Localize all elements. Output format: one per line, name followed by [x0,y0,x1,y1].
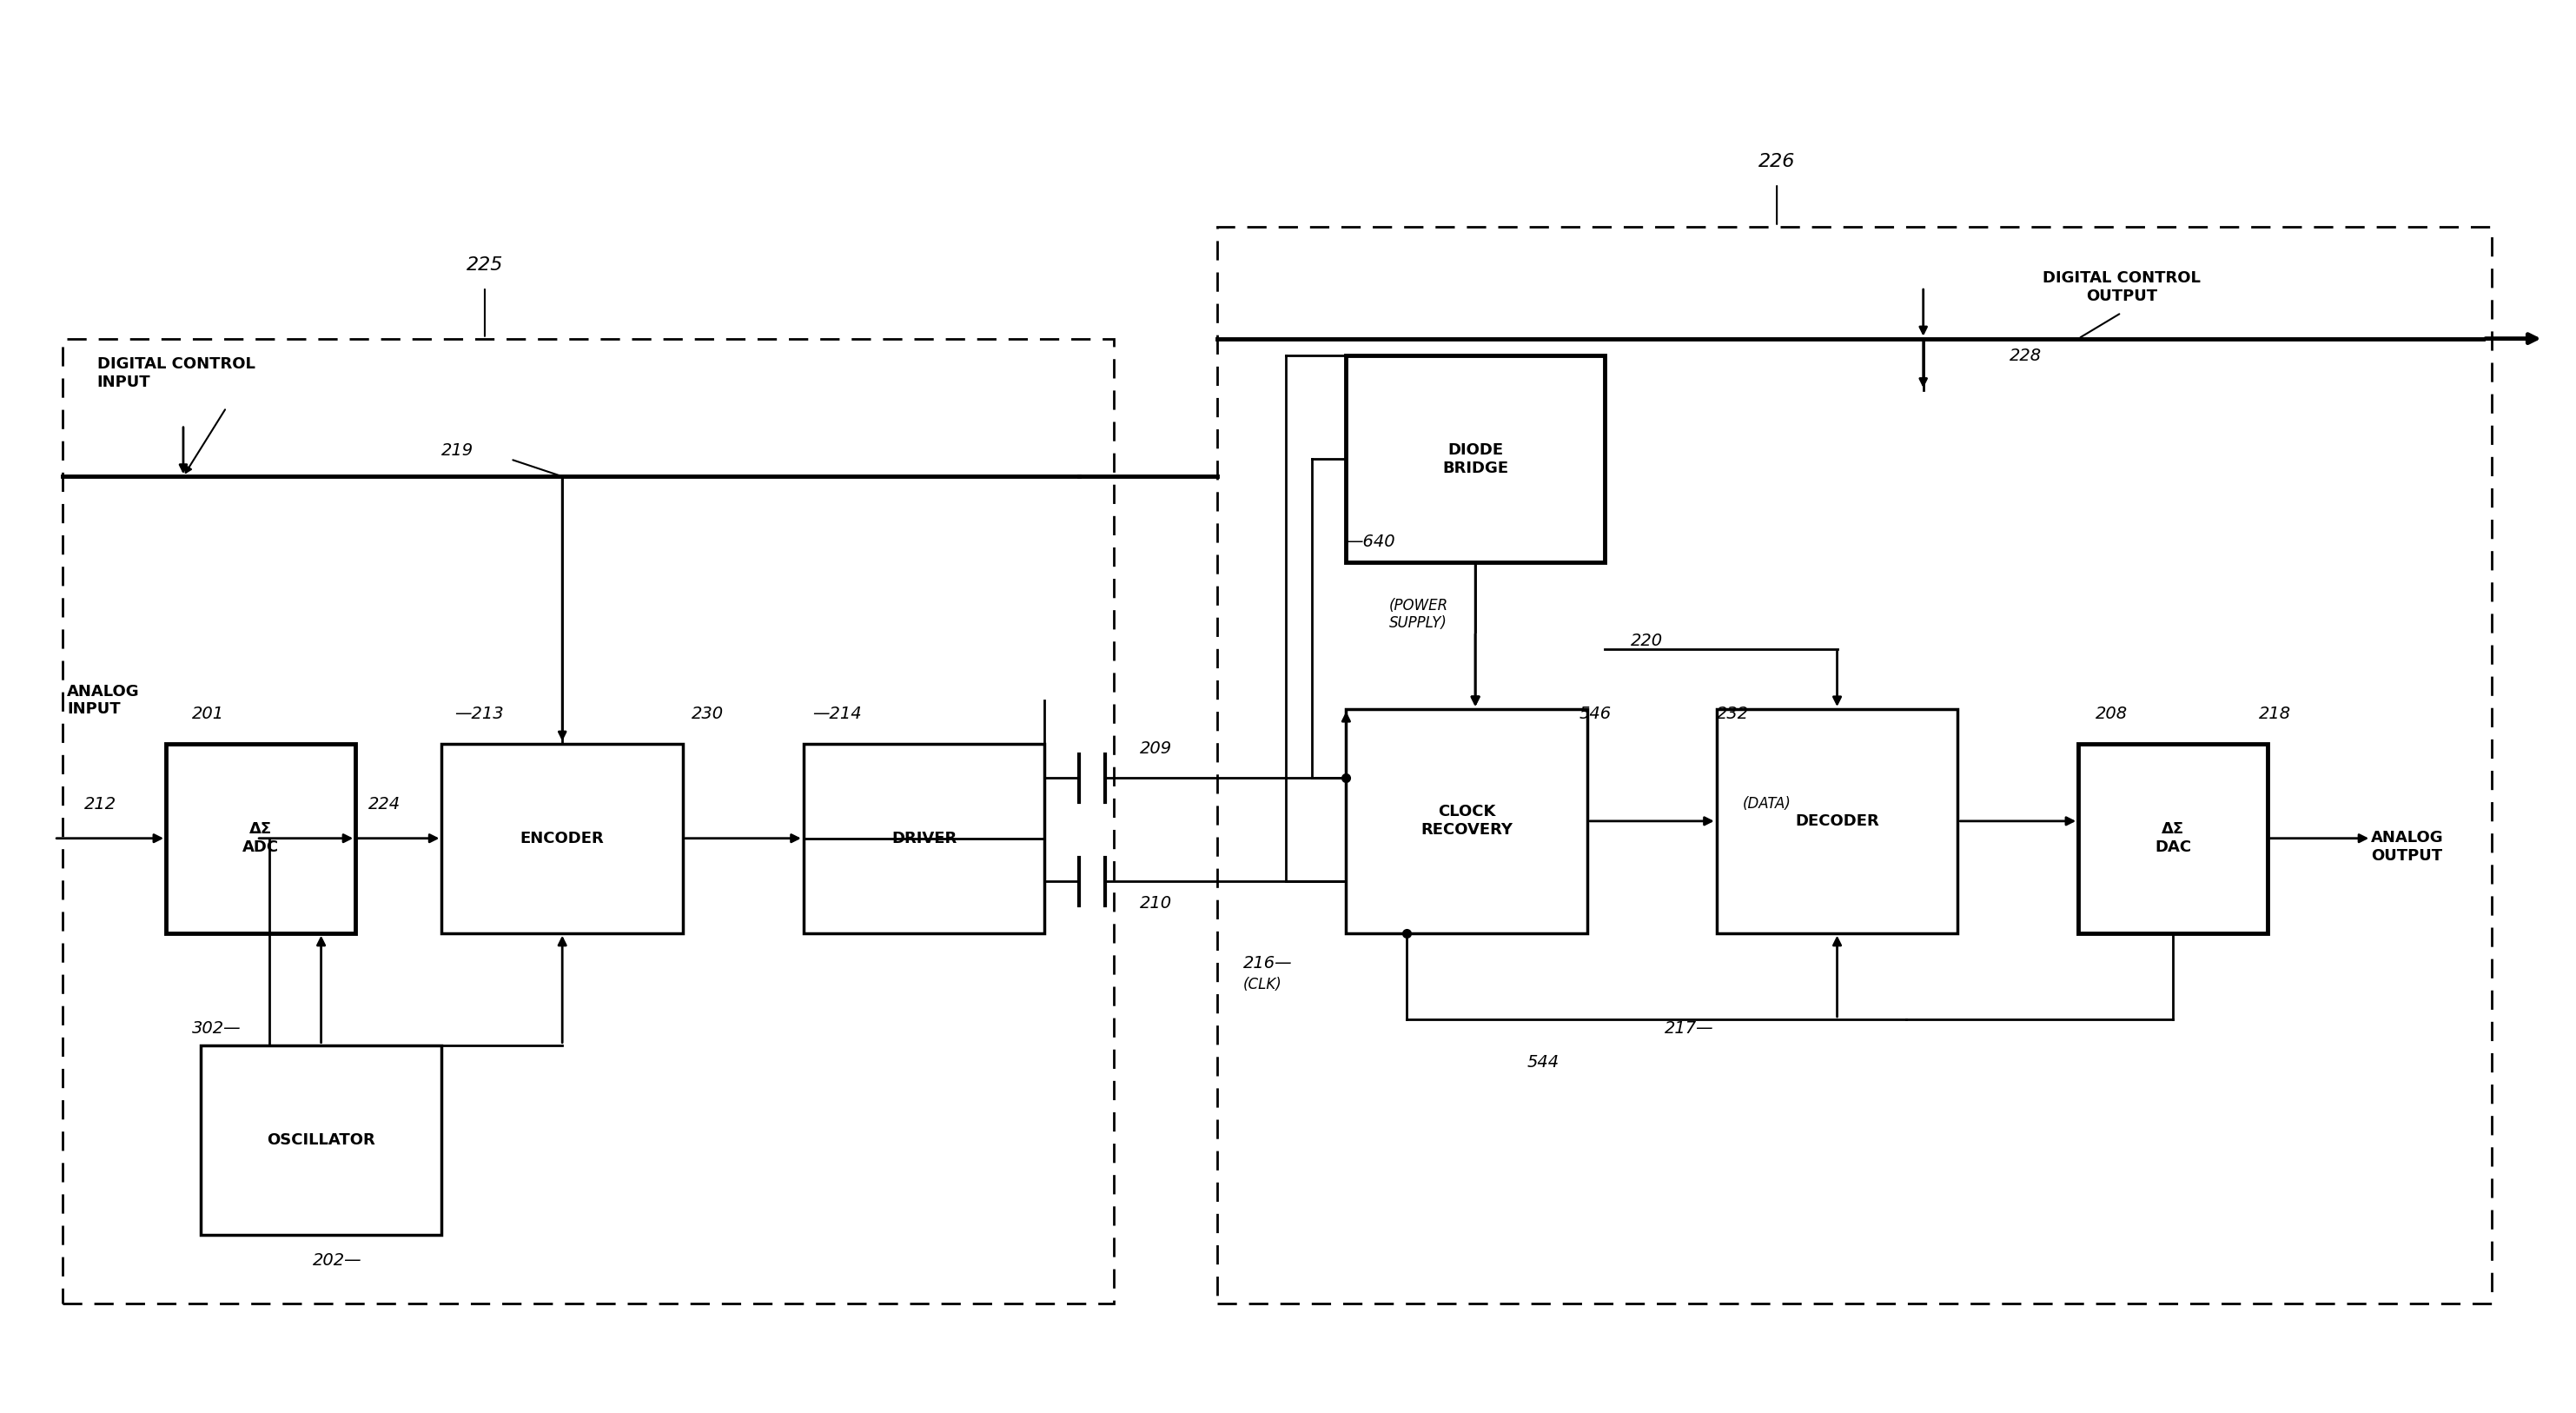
Text: 218: 218 [2259,705,2293,722]
Text: 228: 228 [2009,348,2043,365]
Text: OSCILLATOR: OSCILLATOR [268,1132,376,1147]
Text: (DATA): (DATA) [1741,796,1790,811]
Text: 201: 201 [191,705,224,722]
Bar [165,743,355,933]
Text: 544: 544 [1528,1054,1558,1071]
Bar [201,1046,440,1235]
Text: DECODER: DECODER [1795,814,1878,829]
Text: 212: 212 [85,796,116,812]
Text: DRIVER: DRIVER [891,831,956,846]
Text: ΔΣ
ADC: ΔΣ ADC [242,821,278,855]
Bar [1347,356,1605,562]
Text: —213: —213 [453,705,505,722]
Text: 202—: 202— [312,1252,361,1269]
Bar [804,743,1046,933]
Text: 232: 232 [1716,705,1749,722]
Text: DIGITAL CONTROL
INPUT: DIGITAL CONTROL INPUT [98,356,255,390]
Text: ANALOG
INPUT: ANALOG INPUT [67,684,139,718]
Text: 224: 224 [368,796,402,812]
Text: ENCODER: ENCODER [520,831,605,846]
Text: 209: 209 [1139,740,1172,756]
Text: 219: 219 [440,442,474,459]
Text: DIGITAL CONTROL
OUTPUT: DIGITAL CONTROL OUTPUT [2043,270,2200,304]
Text: DIODE
BRIDGE: DIODE BRIDGE [1443,442,1510,476]
Text: 225: 225 [466,257,502,274]
Bar [440,743,683,933]
Text: ANALOG
OUTPUT: ANALOG OUTPUT [2370,829,2445,863]
Text: 217—: 217— [1664,1020,1713,1037]
Text: 230: 230 [690,705,724,722]
Text: —214: —214 [811,705,860,722]
Bar [1347,709,1587,933]
Text: 302—: 302— [191,1020,242,1037]
Text: —640: —640 [1347,533,1396,550]
Bar [1716,709,1958,933]
Text: 220: 220 [1631,632,1662,649]
Text: (POWER
SUPPLY): (POWER SUPPLY) [1388,598,1448,632]
Bar [2079,743,2267,933]
Text: (CLK): (CLK) [1242,976,1283,992]
Text: ΔΣ
DAC: ΔΣ DAC [2154,821,2192,855]
Text: 216—: 216— [1242,955,1293,972]
Text: 208: 208 [2094,705,2128,722]
Text: CLOCK
RECOVERY: CLOCK RECOVERY [1422,804,1512,838]
Text: 546: 546 [1579,705,1610,722]
Text: 210: 210 [1139,894,1172,911]
Text: 226: 226 [1759,153,1795,171]
